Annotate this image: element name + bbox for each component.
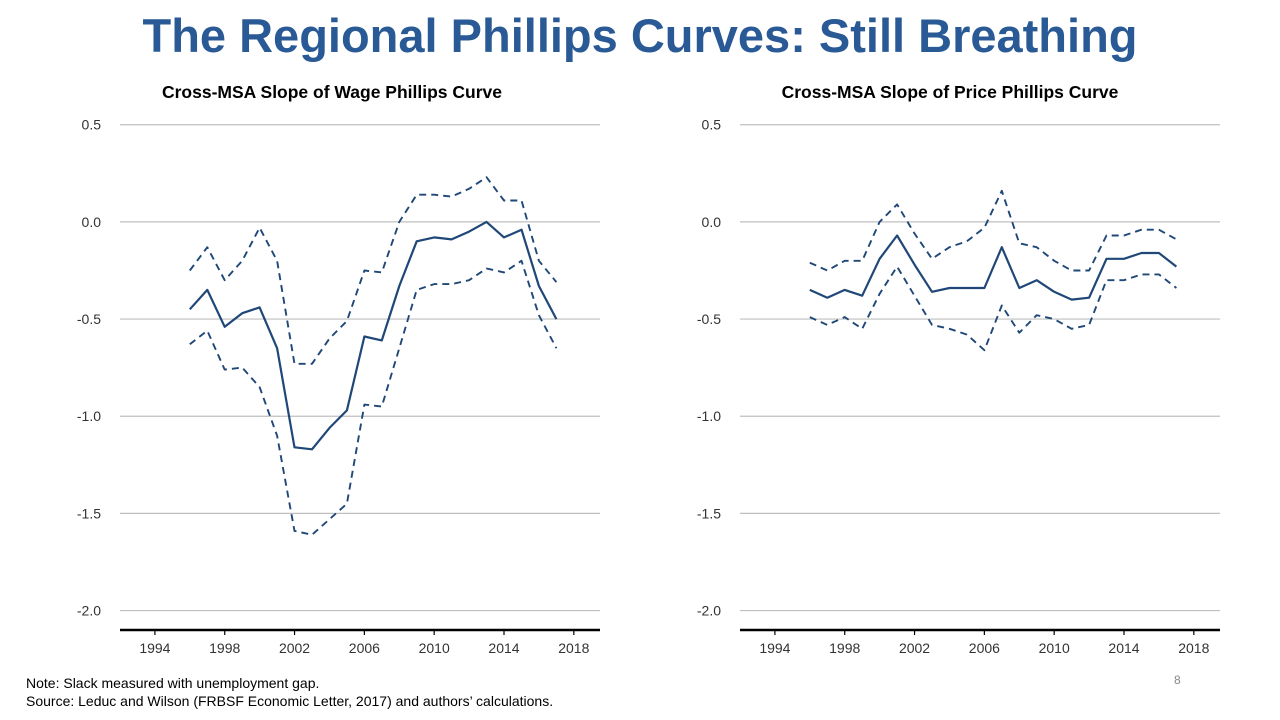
x-tick-label: 2018 xyxy=(558,640,589,656)
x-tick-label: 2002 xyxy=(279,640,310,656)
estimate-line xyxy=(188,220,558,451)
y-tick-label: -1.0 xyxy=(697,408,721,424)
wage-phillips-chart: 0.5 0.0 -0.5 -1.0 -1.5 -2.0 1994 1998 2002 2006 20… xyxy=(77,117,600,656)
source-text: Source: Leduc and Wilson (FRBSF Economic… xyxy=(26,693,554,709)
y-tick-label: -1.5 xyxy=(77,505,101,521)
price-phillips-chart: 0.5 0.0 -0.5 -1.0 -1.5 -2.0 1994 1998 2002 2006 20… xyxy=(697,117,1220,656)
y-tick-label: -0.5 xyxy=(77,311,101,327)
estimate-line xyxy=(809,234,1178,301)
x-tick-label: 2006 xyxy=(349,640,380,656)
x-tick-label: 1994 xyxy=(139,640,170,656)
confidence-band-line xyxy=(189,176,558,365)
x-tick-label: 2014 xyxy=(1108,640,1139,656)
price-chart-title: Cross-MSA Slope of Price Phillips Curve xyxy=(781,82,1119,102)
x-tick-label: 1994 xyxy=(759,640,790,656)
confidence-band-line xyxy=(189,259,558,536)
x-tick-label: 2010 xyxy=(1039,640,1070,656)
x-tick-label: 2018 xyxy=(1178,640,1209,656)
y-tick-label: 0.0 xyxy=(702,214,722,230)
x-tick-label: 2014 xyxy=(488,640,519,656)
x-tick-label: 1998 xyxy=(829,640,860,656)
slide-title: The Regional Phillips Curves: Still Brea… xyxy=(142,9,1138,62)
wage-chart-title: Cross-MSA Slope of Wage Phillips Curve xyxy=(161,82,502,102)
y-tick-label: -1.5 xyxy=(697,505,721,521)
y-tick-label: -1.0 xyxy=(77,408,101,424)
y-tick-label: -0.5 xyxy=(697,311,721,327)
x-tick-label: 2010 xyxy=(419,640,450,656)
y-tick-label: 0.5 xyxy=(82,117,102,133)
confidence-band-line xyxy=(809,265,1177,352)
confidence-band-line xyxy=(809,189,1177,272)
note-text: Note: Slack measured with unemployment g… xyxy=(26,675,320,691)
page-number: 8 xyxy=(1174,673,1181,687)
y-tick-label: -2.0 xyxy=(77,603,101,619)
y-tick-label: -2.0 xyxy=(697,603,721,619)
x-tick-label: 1998 xyxy=(209,640,240,656)
x-tick-label: 2006 xyxy=(969,640,1000,656)
y-tick-label: 0.5 xyxy=(702,117,722,133)
footer-notes: Note: Slack measured with unemployment g… xyxy=(26,674,553,710)
x-tick-label: 2002 xyxy=(899,640,930,656)
y-tick-label: 0.0 xyxy=(82,214,102,230)
